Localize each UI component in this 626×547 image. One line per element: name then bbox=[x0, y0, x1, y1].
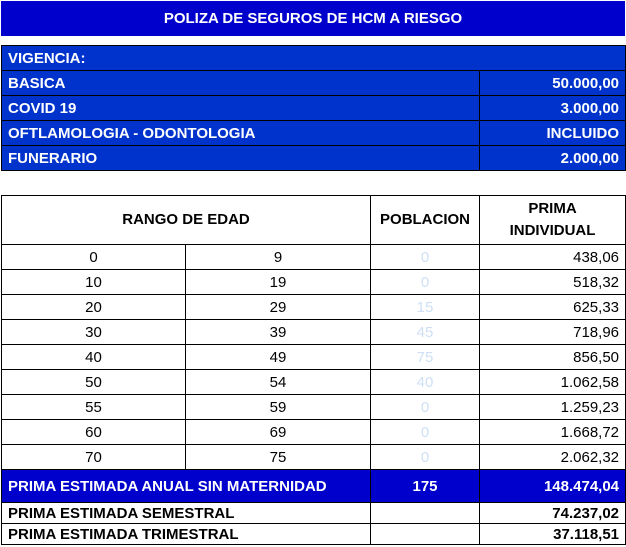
quarter-row: PRIMA ESTIMADA TRIMESTRAL 37.118,51 bbox=[0, 523, 626, 545]
premium: 856,50 bbox=[479, 344, 626, 370]
age-to: 39 bbox=[184, 319, 372, 345]
header-row: RANGO DE EDAD POBLACION PRIMA INDIVIDUAL bbox=[0, 195, 626, 245]
age-from: 20 bbox=[1, 294, 186, 320]
semester-label: PRIMA ESTIMADA SEMESTRAL bbox=[0, 502, 372, 524]
premium: 1.062,58 bbox=[479, 369, 626, 395]
table-row: 50 54 40 1.062,58 bbox=[1, 369, 626, 395]
age-to: 69 bbox=[184, 419, 372, 445]
population: 75 bbox=[370, 344, 481, 370]
quarter-value: 37.118,51 bbox=[479, 523, 626, 545]
age-from: 55 bbox=[1, 394, 186, 420]
population: 0 bbox=[370, 394, 481, 420]
quarter-label: PRIMA ESTIMADA TRIMESTRAL bbox=[0, 523, 372, 545]
table-row: 70 75 0 2.062,32 bbox=[1, 444, 626, 470]
table-row: 20 29 15 625,33 bbox=[1, 294, 626, 320]
premium: 438,06 bbox=[479, 244, 626, 270]
annual-label: PRIMA ESTIMADA ANUAL SIN MATERNIDAD bbox=[0, 469, 372, 503]
age-from: 70 bbox=[1, 444, 186, 470]
vigencia-row: VIGENCIA: bbox=[0, 45, 626, 71]
rates-table: RANGO DE EDAD POBLACION PRIMA INDIVIDUAL… bbox=[0, 195, 626, 545]
coverage-label: OFTLAMOLOGIA - ODONTOLOGIA bbox=[1, 120, 480, 146]
table-row: 30 39 45 718,96 bbox=[1, 319, 626, 345]
age-to: 49 bbox=[184, 344, 372, 370]
semester-row: PRIMA ESTIMADA SEMESTRAL 74.237,02 bbox=[0, 502, 626, 524]
premium: 718,96 bbox=[479, 319, 626, 345]
premium: 2.062,32 bbox=[479, 444, 626, 470]
coverage-row: COVID 19 3.000,00 bbox=[1, 95, 626, 121]
coverage-value: 3.000,00 bbox=[478, 95, 626, 121]
age-to: 59 bbox=[184, 394, 372, 420]
population: 0 bbox=[370, 269, 481, 295]
population: 15 bbox=[370, 294, 481, 320]
annual-total-row: PRIMA ESTIMADA ANUAL SIN MATERNIDAD 175 … bbox=[0, 469, 626, 503]
coverage-value: 2.000,00 bbox=[478, 145, 626, 171]
population: 0 bbox=[370, 419, 481, 445]
age-from: 40 bbox=[1, 344, 186, 370]
age-from: 30 bbox=[1, 319, 186, 345]
coverage-row: BASICA 50.000,00 bbox=[1, 70, 626, 96]
coverage-label: COVID 19 bbox=[1, 95, 480, 121]
population: 0 bbox=[370, 444, 481, 470]
annual-population: 175 bbox=[370, 469, 481, 503]
header-range: RANGO DE EDAD bbox=[0, 195, 372, 245]
page-title: POLIZA DE SEGUROS DE HCM A RIESGO bbox=[1, 1, 625, 36]
header-population: POBLACION bbox=[370, 195, 481, 245]
age-from: 10 bbox=[1, 269, 186, 295]
population: 45 bbox=[370, 319, 481, 345]
empty-cell bbox=[370, 523, 481, 545]
population: 40 bbox=[370, 369, 481, 395]
coverage-value: 50.000,00 bbox=[478, 70, 626, 96]
age-from: 60 bbox=[1, 419, 186, 445]
premium: 518,32 bbox=[479, 269, 626, 295]
premium: 625,33 bbox=[479, 294, 626, 320]
coverage-table: VIGENCIA: BASICA 50.000,00 COVID 19 3.000,… bbox=[0, 45, 626, 171]
table-row: 0 9 0 438,06 bbox=[1, 244, 626, 270]
table-row: 40 49 75 856,50 bbox=[1, 344, 626, 370]
coverage-row: FUNERARIO 2.000,00 bbox=[1, 145, 626, 171]
age-from: 50 bbox=[1, 369, 186, 395]
coverage-row: OFTLAMOLOGIA - ODONTOLOGIA INCLUIDO bbox=[1, 120, 626, 146]
coverage-value: INCLUIDO bbox=[478, 120, 626, 146]
age-to: 75 bbox=[184, 444, 372, 470]
age-to: 9 bbox=[184, 244, 372, 270]
annual-value: 148.474,04 bbox=[479, 469, 626, 503]
table-row: 10 19 0 518,32 bbox=[1, 269, 626, 295]
header-premium: PRIMA INDIVIDUAL bbox=[479, 195, 626, 245]
semester-value: 74.237,02 bbox=[479, 502, 626, 524]
coverage-label: FUNERARIO bbox=[1, 145, 480, 171]
premium: 1.259,23 bbox=[479, 394, 626, 420]
premium: 1.668,72 bbox=[479, 419, 626, 445]
coverage-label: BASICA bbox=[1, 70, 480, 96]
age-to: 29 bbox=[184, 294, 372, 320]
table-row: 55 59 0 1.259,23 bbox=[1, 394, 626, 420]
age-to: 54 bbox=[184, 369, 372, 395]
population: 0 bbox=[370, 244, 481, 270]
empty-cell bbox=[370, 502, 481, 524]
table-row: 60 69 0 1.668,72 bbox=[1, 419, 626, 445]
age-from: 0 bbox=[1, 244, 186, 270]
vigencia-label: VIGENCIA: bbox=[0, 45, 626, 71]
age-to: 19 bbox=[184, 269, 372, 295]
